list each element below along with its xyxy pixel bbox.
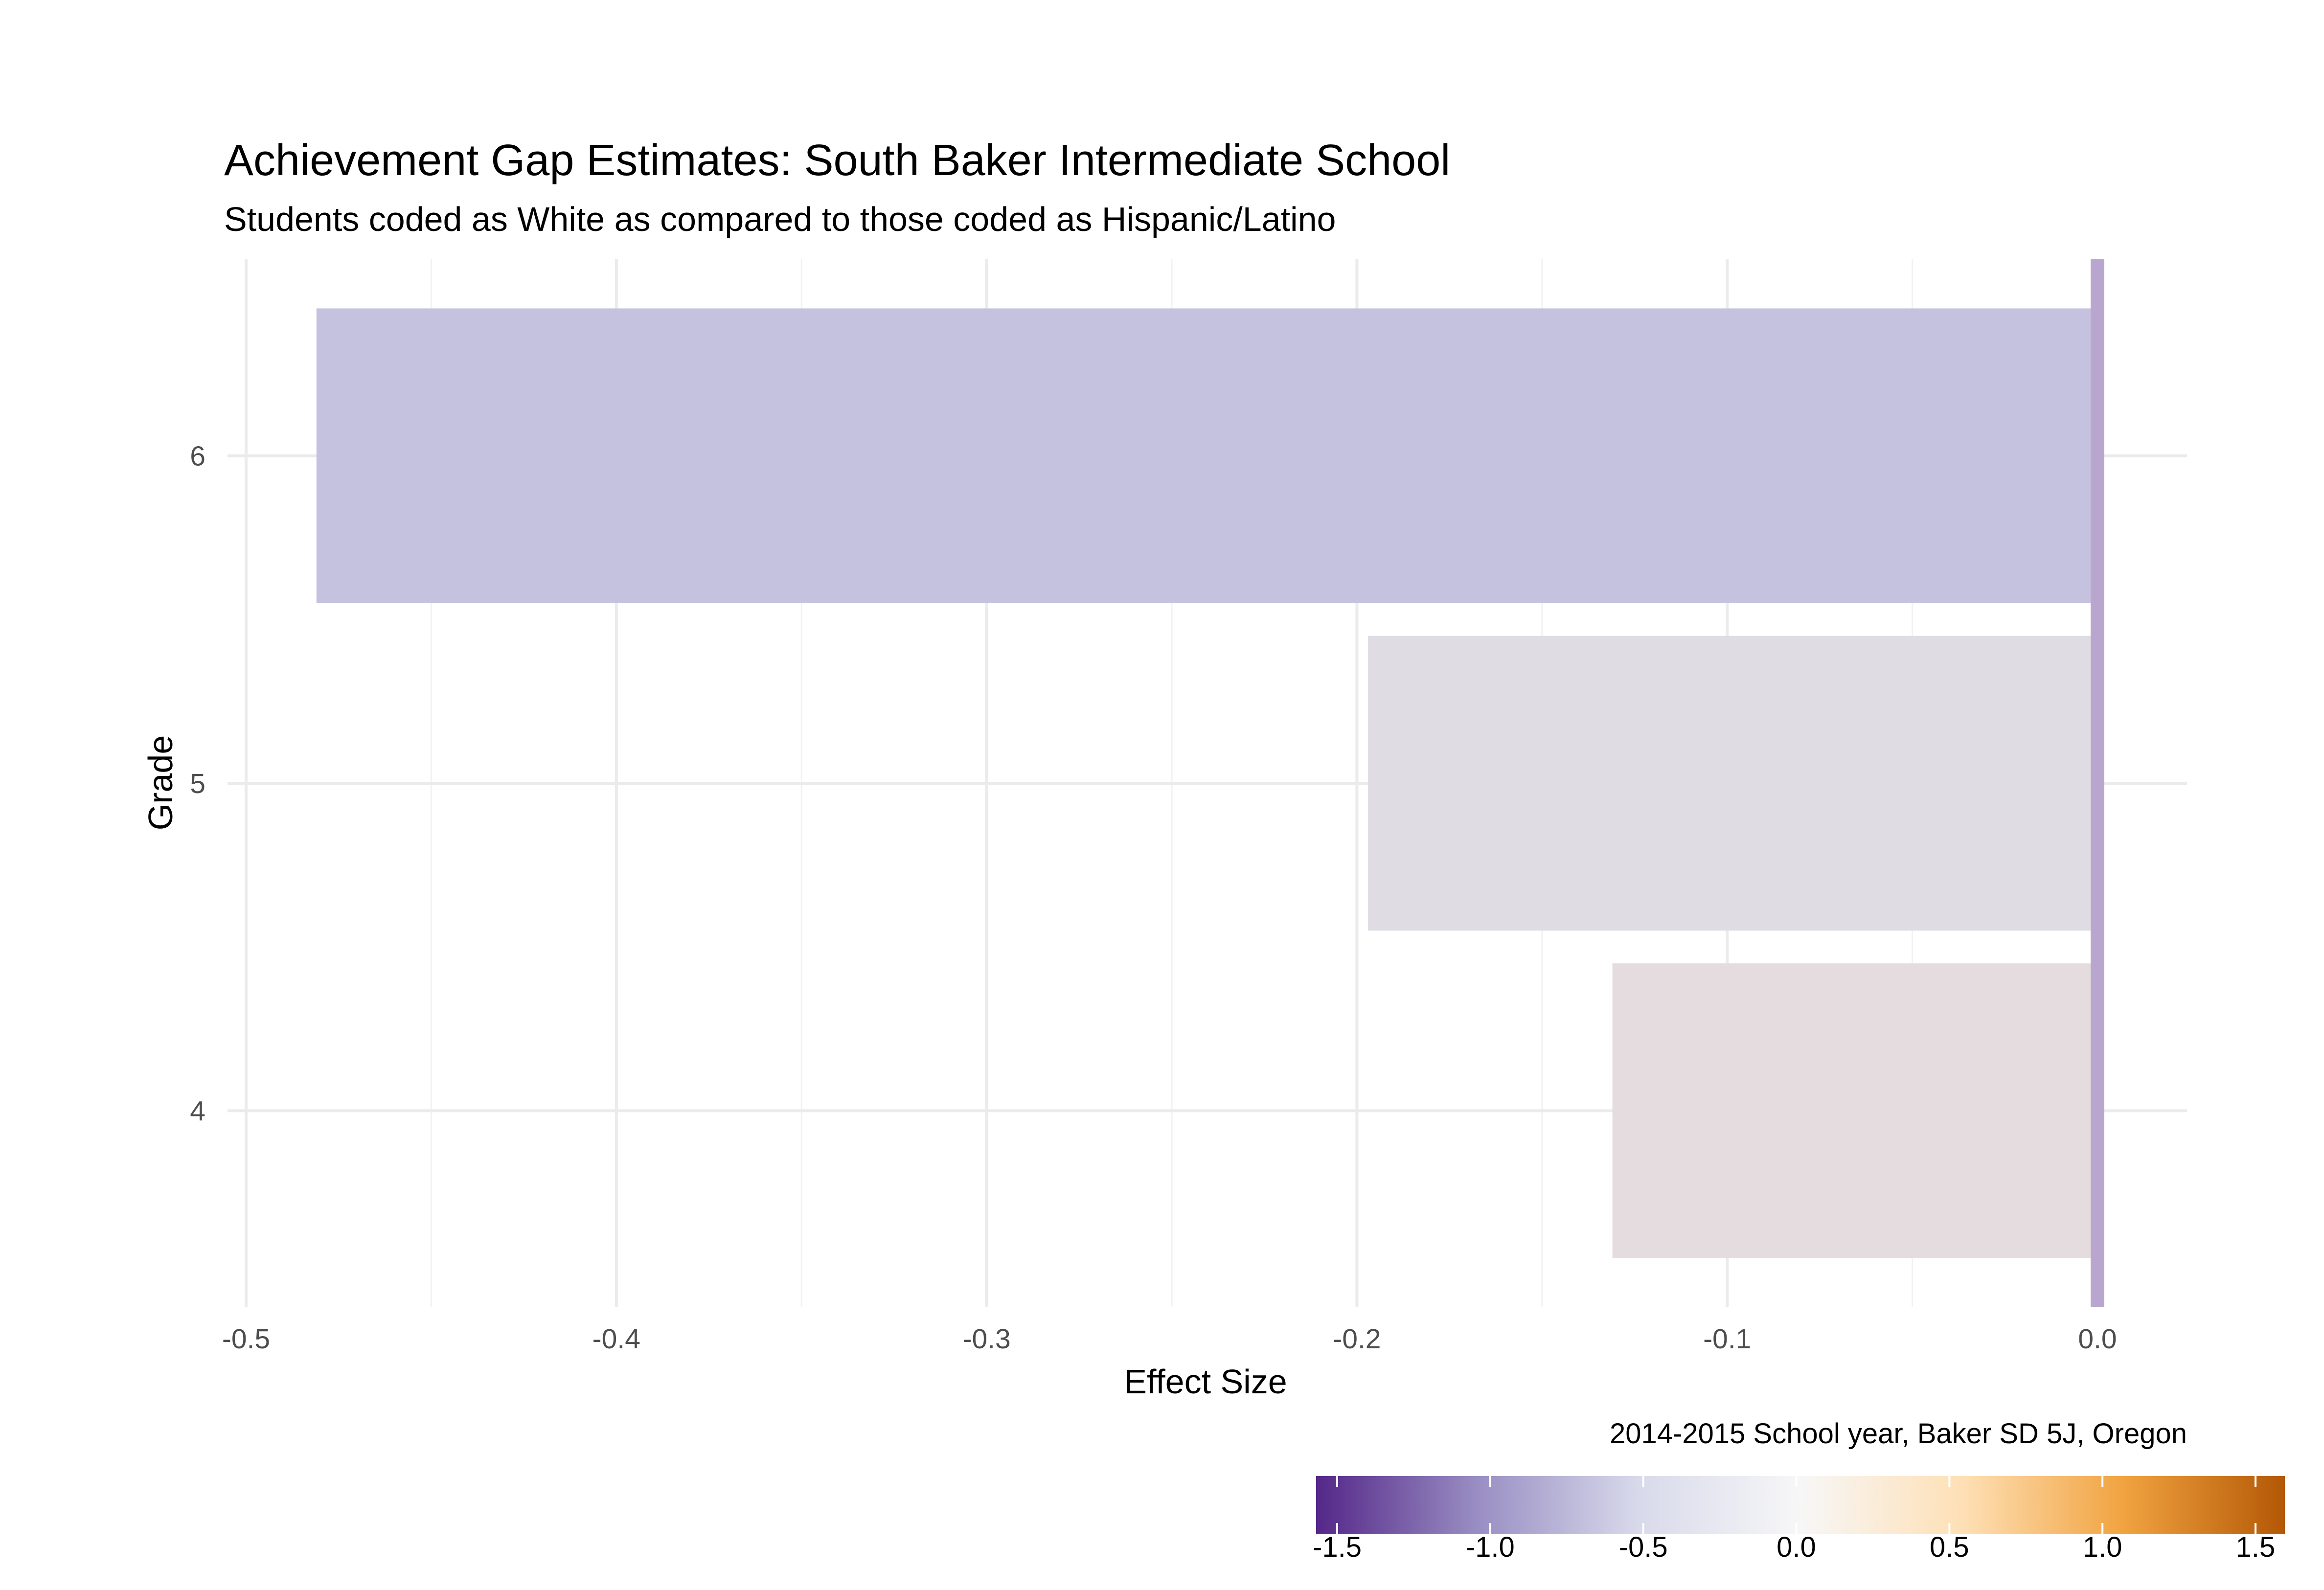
x-tick-label: 0.0 — [2078, 1323, 2117, 1355]
colorbar-gradient — [1316, 1476, 2285, 1534]
colorbar-tick-label: -1.5 — [1313, 1531, 1362, 1563]
colorbar-tick-label: 0.0 — [1777, 1531, 1816, 1563]
reference-line — [2091, 259, 2104, 1307]
y-tick-label: 6 — [190, 441, 205, 472]
y-tick-label: 5 — [190, 768, 205, 799]
x-tick-label: -0.4 — [592, 1323, 640, 1355]
x-tick-label: -0.5 — [222, 1323, 270, 1355]
colorbar-tick-label: 1.5 — [2236, 1531, 2276, 1563]
bar-grade-6 — [316, 308, 2097, 603]
x-tick-label: -0.1 — [1703, 1323, 1751, 1355]
y-axis-ticks: 4 5 6 — [190, 441, 205, 1127]
y-tick-label: 4 — [190, 1095, 205, 1127]
chart-caption: 2014-2015 School year, Baker SD 5J, Oreg… — [1610, 1418, 2187, 1450]
bar-grade-4 — [1612, 963, 2097, 1258]
y-axis-title: Grade — [141, 735, 180, 831]
zero-reference-line — [2091, 259, 2104, 1307]
bar-grade-5 — [1368, 636, 2097, 931]
x-axis-title: Effect Size — [1124, 1363, 1287, 1401]
colorbar-legend: -1.5 -1.0 -0.5 0.0 0.5 1.0 1.5 — [1313, 1476, 2285, 1563]
colorbar-tick-label: -1.0 — [1466, 1531, 1515, 1563]
chart-title: Achievement Gap Estimates: South Baker I… — [224, 136, 1450, 185]
colorbar-tick-label: 0.5 — [1930, 1531, 1969, 1563]
chart-subtitle: Students coded as White as compared to t… — [224, 200, 1336, 238]
x-tick-label: -0.2 — [1333, 1323, 1381, 1355]
colorbar-tick-label: 1.0 — [2083, 1531, 2122, 1563]
bars — [316, 308, 2097, 1258]
x-axis-ticks: -0.5 -0.4 -0.3 -0.2 -0.1 0.0 — [222, 1323, 2117, 1355]
colorbar-tick-label: -0.5 — [1619, 1531, 1668, 1563]
x-tick-label: -0.3 — [962, 1323, 1010, 1355]
